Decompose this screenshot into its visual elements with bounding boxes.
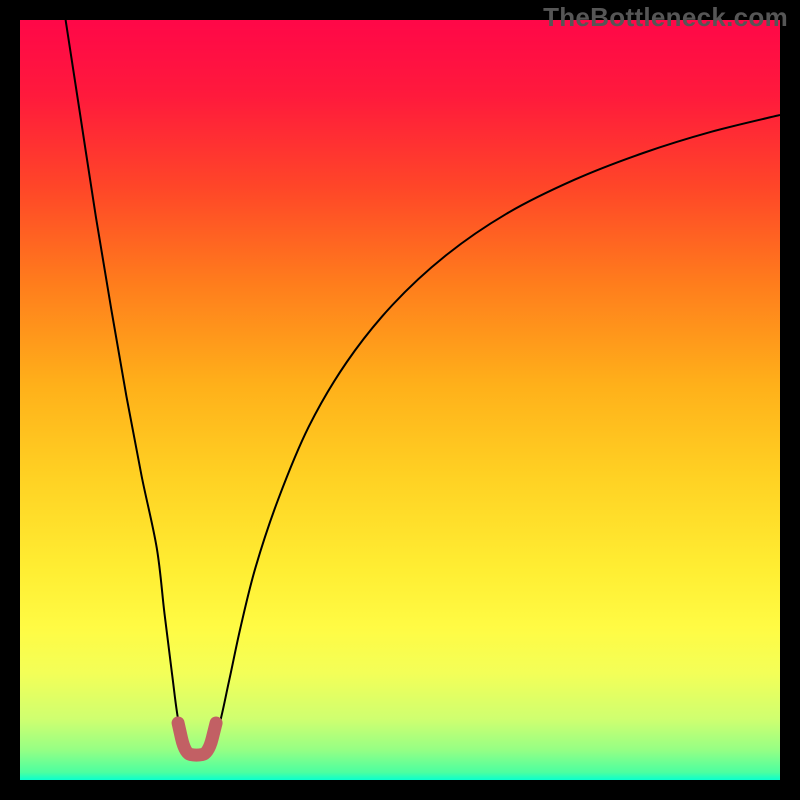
curves-layer: [20, 20, 780, 780]
plot-area: [20, 20, 780, 780]
watermark-text: TheBottleneck.com: [543, 2, 788, 33]
chart-container: TheBottleneck.com: [0, 0, 800, 800]
valley-marker: [178, 723, 216, 755]
bottleneck-curve: [66, 20, 780, 757]
